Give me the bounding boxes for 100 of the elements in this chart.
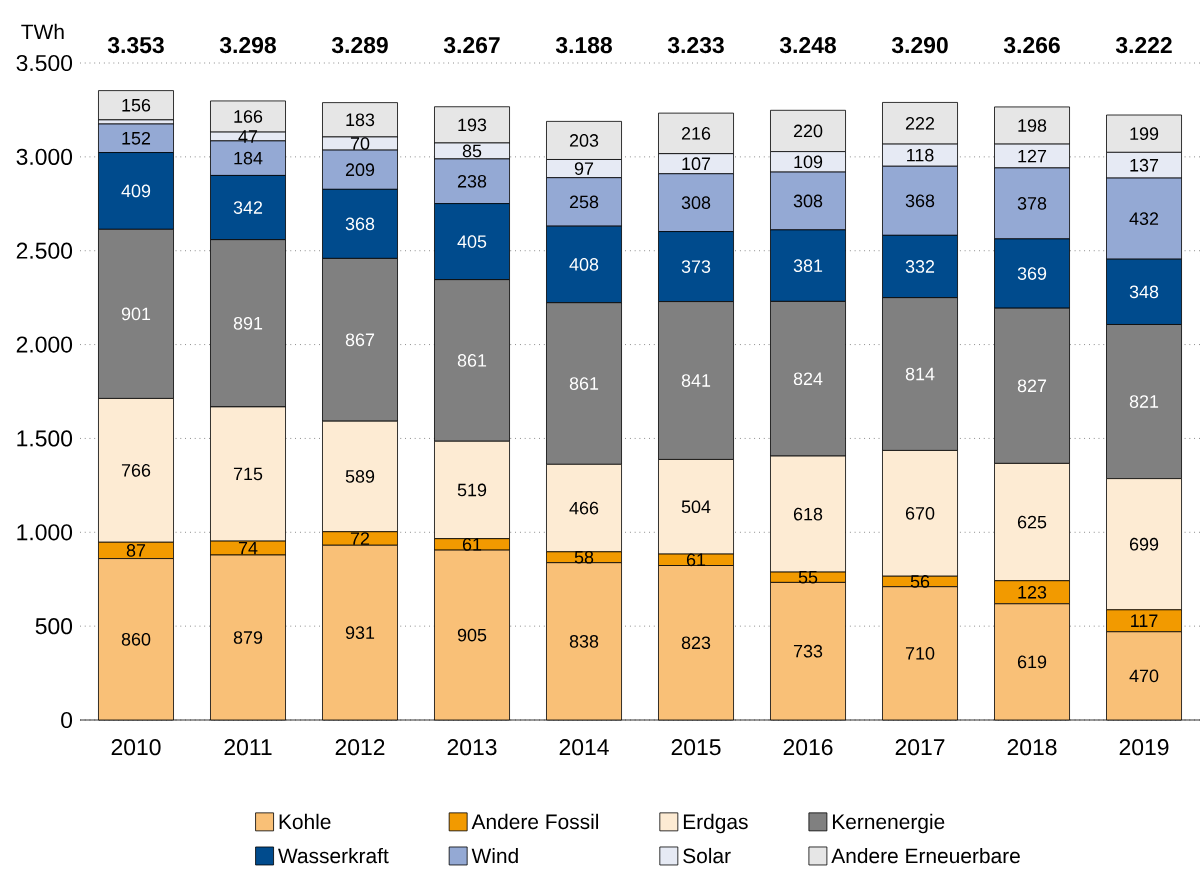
x-tick-label: 2019 <box>1119 739 1169 756</box>
y-tick-label: 1.000 <box>17 524 73 541</box>
data-label: 109 <box>794 155 823 169</box>
data-label: 183 <box>346 113 375 127</box>
x-tick-label: 2016 <box>783 739 833 756</box>
data-label: 156 <box>122 98 151 112</box>
data-label: 432 <box>1129 212 1159 225</box>
data-label: 470 <box>1129 669 1159 683</box>
data-label: 137 <box>1130 158 1159 172</box>
data-label: 74 <box>238 541 258 555</box>
x-tick-label: 2013 <box>447 739 497 756</box>
data-label: 55 <box>798 570 818 584</box>
data-label: 87 <box>126 544 146 557</box>
y-tick-label: 3.000 <box>16 148 73 165</box>
y-axis-title: TWh <box>21 23 64 39</box>
data-label: 838 <box>569 634 599 648</box>
data-label: 670 <box>905 506 935 520</box>
data-label: 619 <box>1017 655 1047 669</box>
x-tick-label: 2014 <box>559 739 609 756</box>
data-label: 710 <box>905 647 935 660</box>
total-label: 3.266 <box>1003 37 1060 54</box>
data-label: 766 <box>121 463 151 477</box>
total-label: 3.289 <box>331 37 388 54</box>
y-tick-label: 3.500 <box>16 54 73 72</box>
data-label: 308 <box>681 196 711 210</box>
total-label: 3.298 <box>219 37 276 54</box>
data-label: 827 <box>1017 379 1047 393</box>
data-label: 72 <box>350 532 370 545</box>
data-label: 841 <box>681 374 711 387</box>
total-label: 3.290 <box>891 37 948 54</box>
legend-label: Kernenergie <box>832 813 945 834</box>
data-label: 905 <box>457 628 487 642</box>
data-label: 405 <box>457 235 487 248</box>
data-label: 209 <box>345 163 375 177</box>
total-label: 3.222 <box>1115 37 1172 54</box>
x-tick-label: 2010 <box>111 739 161 756</box>
legend-label: Andere Erneuerbare <box>831 847 1020 864</box>
data-label: 369 <box>1017 267 1047 280</box>
x-tick-label: 2012 <box>335 739 385 756</box>
data-label: 409 <box>121 184 151 198</box>
data-label: 203 <box>569 134 599 147</box>
data-label: 821 <box>1129 395 1159 408</box>
legend-label: Andere Fossil <box>471 813 599 830</box>
data-label: 308 <box>793 194 823 208</box>
data-label: 184 <box>234 151 263 165</box>
data-label: 368 <box>905 194 935 208</box>
x-tick-label: 2018 <box>1007 739 1057 756</box>
data-label: 814 <box>905 367 935 381</box>
data-label: 867 <box>345 333 375 347</box>
data-label: 891 <box>233 316 263 330</box>
data-label: 408 <box>569 258 599 271</box>
data-label: 220 <box>793 124 823 138</box>
data-label: 123 <box>1018 585 1047 599</box>
total-label: 3.267 <box>443 37 500 54</box>
data-label: 519 <box>457 483 487 497</box>
data-label: 381 <box>793 259 823 272</box>
total-label: 3.353 <box>107 37 164 54</box>
data-label: 127 <box>1018 149 1047 163</box>
y-tick-label: 1.500 <box>17 430 73 447</box>
legend-label: Wasserkraft <box>278 847 389 864</box>
data-label: 70 <box>350 137 370 150</box>
data-label: 733 <box>793 644 823 658</box>
data-label: 107 <box>682 157 711 171</box>
data-label: 901 <box>121 307 151 321</box>
data-label: 61 <box>462 538 482 551</box>
data-label: 193 <box>458 118 487 132</box>
data-label: 824 <box>793 372 823 386</box>
data-label: 47 <box>238 130 258 143</box>
data-label: 861 <box>457 354 487 367</box>
x-tick-label: 2011 <box>224 739 272 756</box>
data-label: 56 <box>910 575 930 588</box>
data-label: 199 <box>1130 127 1159 141</box>
data-label: 238 <box>457 174 487 188</box>
data-label: 378 <box>1017 197 1047 210</box>
y-tick-label: 2.000 <box>16 336 73 353</box>
data-label: 198 <box>1018 119 1047 132</box>
data-label: 222 <box>905 116 935 130</box>
data-label: 368 <box>345 217 375 231</box>
x-tick-label: 2017 <box>895 739 945 756</box>
data-label: 97 <box>574 162 594 175</box>
data-label: 216 <box>681 127 711 140</box>
total-label: 3.248 <box>779 37 836 54</box>
data-label: 861 <box>569 377 599 390</box>
data-label: 58 <box>574 550 594 564</box>
data-label: 618 <box>793 507 823 521</box>
data-label: 504 <box>681 500 711 514</box>
legend-label: Kohle <box>279 813 331 830</box>
data-label: 625 <box>1017 515 1047 529</box>
x-tick-label: 2015 <box>671 739 721 756</box>
data-label: 85 <box>462 144 482 158</box>
data-label: 342 <box>233 201 263 214</box>
data-label: 61 <box>686 553 706 567</box>
data-label: 931 <box>345 626 375 639</box>
total-label: 3.233 <box>667 37 724 54</box>
bar <box>98 90 174 121</box>
legend-label: Solar <box>683 847 731 864</box>
data-label: 715 <box>233 467 263 481</box>
y-tick-label: 500 <box>35 618 73 635</box>
data-label: 118 <box>907 148 934 162</box>
data-label: 823 <box>681 636 711 650</box>
